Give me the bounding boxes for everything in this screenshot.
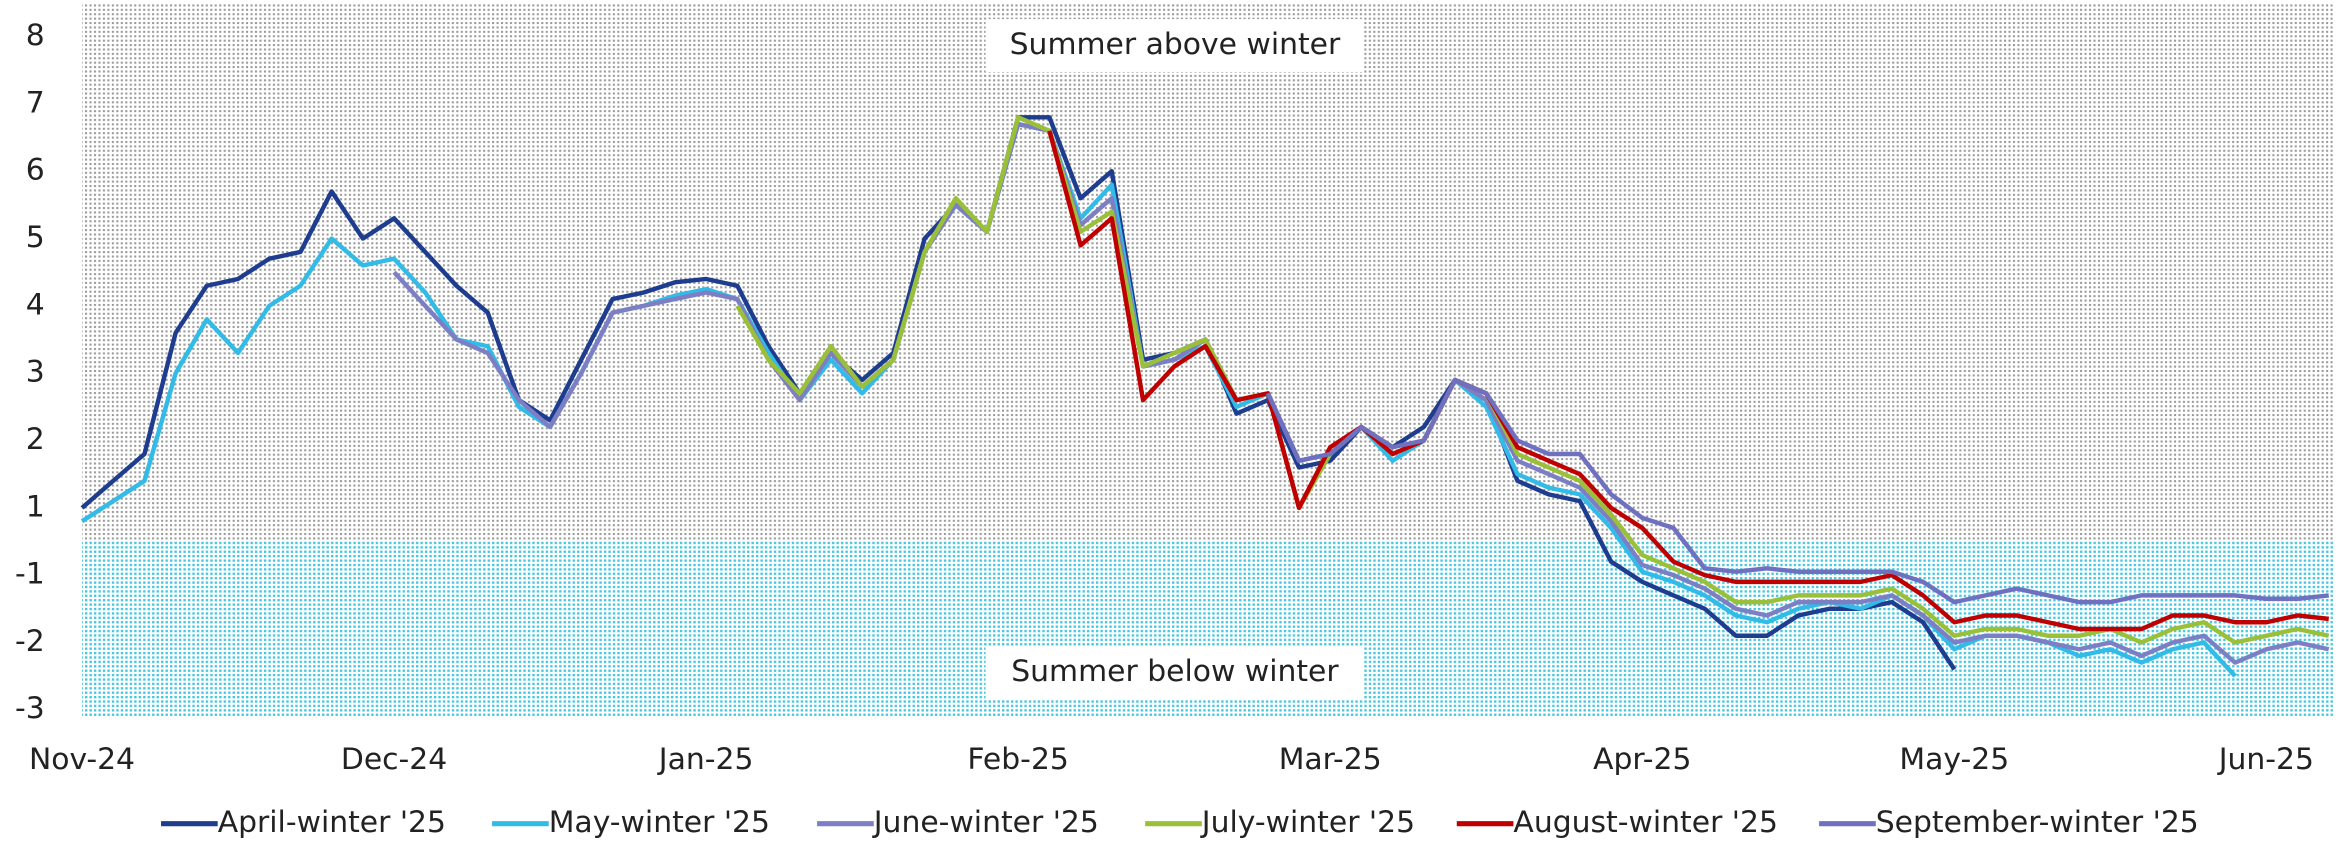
annotations: Summer above winter Summer below winter [985, 19, 1363, 699]
legend-label: April-winter '25 [218, 805, 446, 839]
series-line [1047, 130, 2330, 632]
x-tick-label: Mar-25 [1279, 742, 1382, 776]
y-tick-label: 3 [26, 355, 45, 389]
series-line [735, 115, 2330, 645]
lines [80, 115, 2330, 678]
y-tick-label: 7 [26, 86, 45, 120]
legend-label: May-winter '25 [549, 805, 770, 839]
shade-above [82, 2, 2334, 542]
x-tick-label: Jun-25 [2217, 742, 2314, 776]
y-tick-label: 4 [26, 288, 45, 322]
legend-label: July-winter '25 [1200, 805, 1415, 839]
y-tick-label: 6 [26, 153, 45, 187]
annotation: Summer above winter [1010, 27, 1341, 61]
legend: April-winter '25 May-winter '25 June-winte… [161, 805, 2199, 839]
x-tick-label: Jan-25 [657, 742, 754, 776]
shading [82, 2, 2334, 717]
axes: 8 7 6 5 4 3 2 1 -1 -2 -3 Nov-24 Dec-24 Jan-25 Feb-25 Ma… [15, 18, 2314, 776]
x-tick-label: Dec-24 [341, 742, 447, 776]
y-tick-label: 8 [26, 18, 45, 52]
series-line [1265, 377, 2330, 605]
x-tick-label: Feb-25 [967, 742, 1068, 776]
legend-label: September-winter '25 [1876, 805, 2199, 839]
y-tick-label: -1 [15, 557, 45, 591]
y-tick-label: 1 [26, 489, 45, 523]
legend-label: August-winter '25 [1513, 805, 1777, 839]
x-tick-label: May-25 [1899, 742, 2009, 776]
y-tick-label: -3 [15, 691, 45, 725]
annotation-box [985, 19, 1363, 72]
legend-label: June-winter '25 [872, 805, 1099, 839]
y-tick-label: 5 [26, 220, 45, 254]
annotation: Summer below winter [1011, 654, 1339, 688]
y-tick-label: -2 [15, 624, 45, 658]
x-tick-label: Apr-25 [1593, 742, 1691, 776]
annotation-box [985, 646, 1363, 699]
x-tick-label: Nov-24 [29, 742, 135, 776]
y-tick-label: 2 [26, 422, 45, 456]
